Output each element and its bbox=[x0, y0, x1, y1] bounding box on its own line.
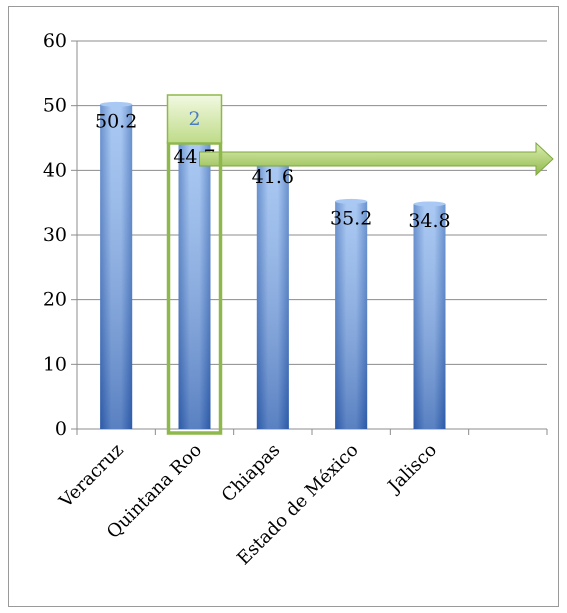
arrow-right-icon bbox=[199, 141, 554, 177]
data-label: 34.8 bbox=[408, 210, 450, 232]
bar-cap bbox=[335, 198, 368, 204]
y-tick-label: 10 bbox=[43, 353, 67, 375]
bar-shade bbox=[256, 159, 289, 429]
y-tick-label: 50 bbox=[43, 95, 67, 117]
category-label: Veracruz bbox=[55, 440, 128, 513]
bar-cap bbox=[100, 101, 133, 107]
highlight-badge bbox=[166, 94, 223, 144]
y-tick-label: 20 bbox=[43, 289, 67, 311]
data-label: 41.6 bbox=[252, 166, 294, 188]
bar-shade bbox=[335, 201, 368, 429]
y-tick-label: 30 bbox=[43, 224, 67, 246]
bar-shade bbox=[178, 139, 211, 429]
category-label: Chiapas bbox=[218, 440, 285, 507]
y-tick-label: 0 bbox=[55, 418, 67, 440]
data-label: 50.2 bbox=[95, 110, 137, 132]
y-tick-label: 60 bbox=[43, 30, 67, 52]
data-label: 35.2 bbox=[330, 207, 372, 229]
highlight-badge-label: 2 bbox=[188, 108, 200, 130]
y-tick-label: 40 bbox=[43, 159, 67, 181]
category-label: Jalisco bbox=[383, 440, 441, 498]
bar-shade bbox=[100, 104, 133, 429]
bar-cap bbox=[413, 201, 446, 207]
bar-shade bbox=[413, 203, 446, 429]
